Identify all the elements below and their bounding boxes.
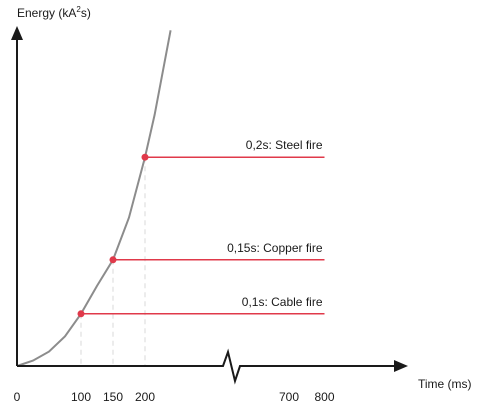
x-tick-label: 100: [71, 390, 91, 404]
x-axis-line: [17, 348, 396, 385]
threshold-point: [77, 310, 85, 318]
threshold-label: 0,15s: Copper fire: [227, 241, 323, 255]
threshold-label: 0,2s: Steel fire: [246, 138, 323, 152]
guide-lines: [80, 157, 146, 366]
axes: [11, 26, 408, 385]
y-axis-label-superscript: 2: [76, 5, 81, 14]
threshold-point: [109, 256, 117, 264]
x-tick-label: 150: [103, 390, 123, 404]
threshold-point: [141, 153, 149, 161]
x-tick-label: 700: [279, 390, 299, 404]
x-tick-label: 800: [314, 390, 334, 404]
x-tick-label: 200: [135, 390, 155, 404]
x-tick-labels: 0 100 150 200 700 800: [14, 390, 335, 404]
x-axis-arrow: [394, 360, 408, 372]
threshold-label: 0,1s: Cable fire: [242, 295, 323, 309]
x-tick-label: 0: [14, 390, 21, 404]
y-axis-arrow: [11, 26, 23, 40]
y-axis-label-end: s): [81, 6, 91, 20]
threshold-points: [77, 153, 149, 318]
energy-curve: [16, 30, 172, 367]
y-axis-label-text: Energy (kA: [17, 6, 76, 20]
threshold-lines: 0,1s: Cable fire 0,15s: Copper fire 0,2s: …: [81, 138, 325, 315]
y-axis-label: Energy (kA2s): [17, 5, 91, 20]
x-axis-label: Time (ms): [418, 377, 472, 391]
